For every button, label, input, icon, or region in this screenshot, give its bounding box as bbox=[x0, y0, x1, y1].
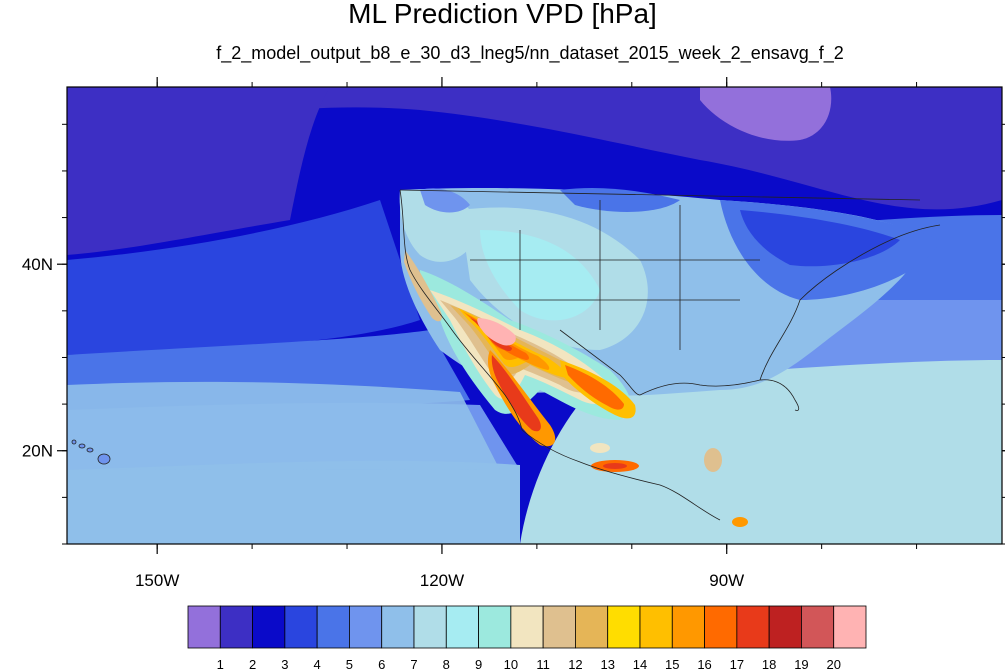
colorbar-swatch bbox=[833, 605, 867, 649]
colorbar-swatch bbox=[510, 605, 544, 649]
colorbar-swatch bbox=[284, 605, 318, 649]
colorbar-swatch bbox=[704, 605, 738, 649]
colorbar-swatch bbox=[607, 605, 641, 649]
colorbar-swatch bbox=[349, 605, 383, 649]
map-title: ML Prediction VPD [hPa] bbox=[348, 0, 657, 29]
vpd-field bbox=[67, 87, 1002, 544]
colorbar-label: 11 bbox=[536, 657, 550, 672]
coastlines bbox=[399, 189, 941, 521]
colorbar-label: 10 bbox=[504, 657, 518, 672]
colorbar-label: 20 bbox=[826, 657, 840, 672]
colorbar-swatch bbox=[639, 605, 673, 649]
colorbar-label: 17 bbox=[730, 657, 744, 672]
colorbar-label: 18 bbox=[762, 657, 776, 672]
colorbar-swatch bbox=[381, 605, 415, 649]
map-frame bbox=[66, 86, 1003, 545]
colorbar-label: 7 bbox=[410, 657, 417, 672]
axis-ticks: 150W 120W 90W 40N 20N bbox=[22, 77, 1005, 590]
hawaii-islands bbox=[71, 439, 111, 465]
colorbar-swatch bbox=[219, 605, 253, 649]
colorbar-swatch bbox=[575, 605, 609, 649]
colorbar-label: 2 bbox=[249, 657, 256, 672]
colorbar-swatch bbox=[445, 605, 479, 649]
colorbar-label: 1 bbox=[217, 657, 224, 672]
colorbar-swatch bbox=[316, 605, 350, 649]
colorbar-label: 8 bbox=[443, 657, 450, 672]
x-tick-label: 120W bbox=[420, 571, 464, 590]
colorbar-label: 3 bbox=[281, 657, 288, 672]
colorbar-label: 15 bbox=[665, 657, 679, 672]
colorbar-label: 6 bbox=[378, 657, 385, 672]
colorbar-swatch bbox=[736, 605, 770, 649]
colorbar: 1 2 3 4 5 6 7 8 9 10 11 12 13 14 15 16 17 18 19 20 bbox=[187, 605, 867, 672]
colorbar-swatch bbox=[413, 605, 447, 649]
colorbar-swatch bbox=[252, 605, 286, 649]
colorbar-swatch bbox=[801, 605, 835, 649]
colorbar-label: 19 bbox=[794, 657, 808, 672]
colorbar-swatch bbox=[187, 605, 221, 649]
y-tick-label: 40N bbox=[22, 255, 53, 274]
x-tick-label: 150W bbox=[135, 571, 179, 590]
colorbar-swatch bbox=[671, 605, 705, 649]
colorbar-swatch bbox=[768, 605, 802, 649]
x-tick-label: 90W bbox=[709, 571, 744, 590]
colorbar-label: 14 bbox=[633, 657, 647, 672]
colorbar-label: 4 bbox=[314, 657, 321, 672]
colorbar-label: 13 bbox=[600, 657, 614, 672]
map-subtitle: f_2_model_output_b8_e_30_d3_lneg5/nn_dat… bbox=[216, 43, 844, 63]
colorbar-swatch bbox=[542, 605, 576, 649]
y-tick-label: 20N bbox=[22, 442, 53, 461]
colorbar-label: 12 bbox=[568, 657, 582, 672]
colorbar-label: 5 bbox=[346, 657, 353, 672]
colorbar-label: 9 bbox=[475, 657, 482, 672]
colorbar-label: 16 bbox=[697, 657, 711, 672]
colorbar-swatch bbox=[478, 605, 512, 649]
